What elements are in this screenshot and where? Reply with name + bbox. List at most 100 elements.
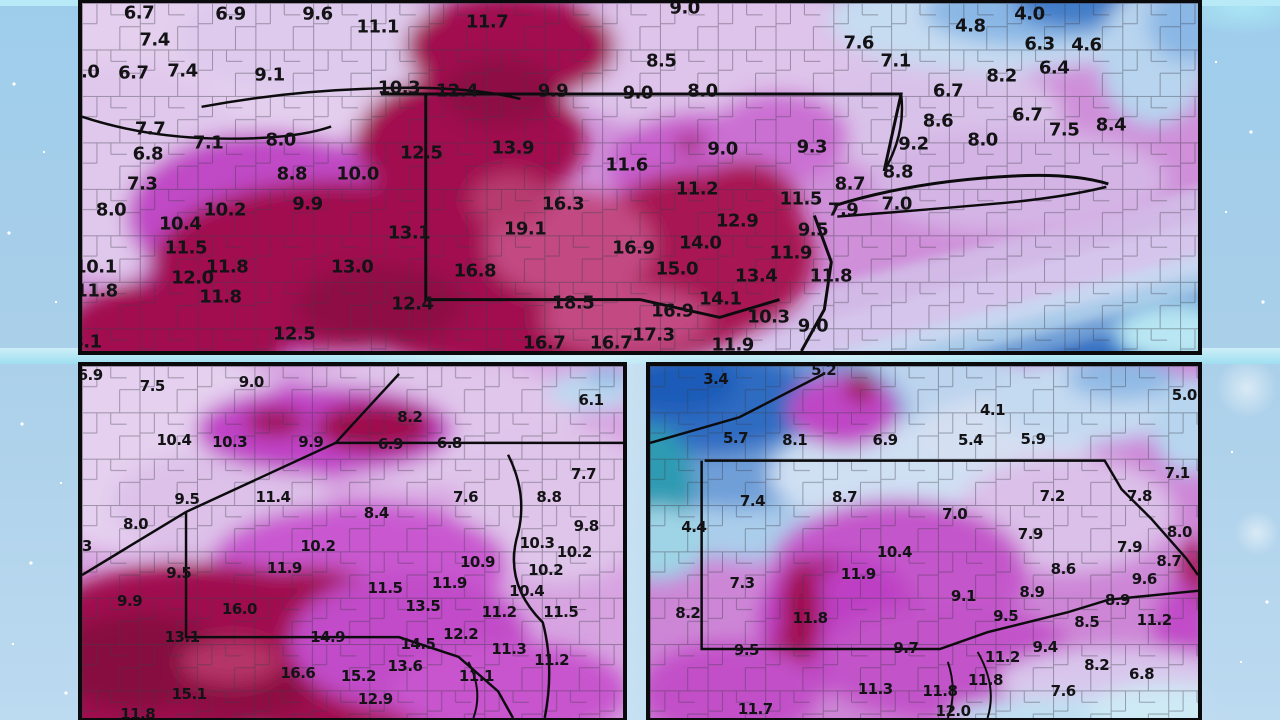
snowfall-value-label: 11.8 <box>922 681 958 700</box>
snowfall-value-label: 10.2 <box>528 561 564 580</box>
snowfall-value-label: 10.2 <box>300 536 336 555</box>
snowfall-value-label: 14.1 <box>699 288 742 310</box>
snowfall-value-label: 13.1 <box>387 222 431 244</box>
snowfall-value-label: 7.1 <box>1164 464 1191 483</box>
snowfall-value-label: 16.9 <box>651 300 694 322</box>
snowfall-value-label: 10.3 <box>519 534 555 553</box>
snowfall-value-label: 5.0 <box>1171 385 1198 404</box>
snowfall-value-label: 4.4 <box>681 517 707 536</box>
snowfall-value-label: 13.4 <box>734 265 778 287</box>
snowfall-value-label: 18.5 <box>551 292 595 314</box>
snowfall-value-label: 7.9 <box>827 199 859 221</box>
snowfall-value-label: 13.5 <box>405 596 441 615</box>
snowfall-value-label: 11.4 <box>255 488 291 507</box>
snowfall-value-label: 11.9 <box>431 573 468 592</box>
snowfall-value-label: 8.6 <box>1050 560 1077 579</box>
snowfall-value-label: 11.1 <box>458 666 495 685</box>
snowfall-value-label: 10.4 <box>156 430 192 449</box>
snowfall-value-label: 3.4 <box>703 369 729 388</box>
snowfall-value-label: 16.3 <box>541 193 585 215</box>
snowfall-value-label: 8.0 <box>95 199 127 221</box>
value-labels-layer: 6.9 7.5 9.0 10.4 10.3 9.9 8.2 6.9 6.8 6.1 9.5 11.4 8… <box>82 366 623 718</box>
snowfall-value-label: 11.2 <box>984 647 1021 666</box>
snowfall-value-label: 8.7 <box>1156 552 1182 571</box>
snowfall-value-label: 14.0 <box>679 232 722 254</box>
snowfall-value-label: 11.2 <box>1136 611 1173 630</box>
snowfall-value-label: 8.0 <box>1166 522 1193 541</box>
snowfall-value-label: 7.7 <box>570 465 597 484</box>
snowfall-value-label: 7.8 <box>1126 487 1153 506</box>
snowfall-value-label: 9.5 <box>993 606 1019 625</box>
snowfall-value-label: 11.3 <box>857 680 894 699</box>
snowfall-value-label: 6.8 <box>132 143 164 165</box>
snowfall-value-label: 6.7 <box>123 2 155 24</box>
snowfall-value-label: 12.2 <box>443 625 479 644</box>
snowfall-value-label: 9.9 <box>117 592 143 611</box>
snowfall-value-label: 9.1 <box>254 64 285 86</box>
snowfall-value-label: 14.5 <box>400 635 436 654</box>
snowfall-value-label: 11.5 <box>164 237 208 259</box>
snowfall-value-label: 10.2 <box>203 199 247 221</box>
snowfall-value-label: 9.9 <box>298 433 324 452</box>
snowfall-value-label: 9.5 <box>174 490 200 509</box>
snowfall-value-label: 11.7 <box>465 11 509 33</box>
snowfall-value-label: 12.9 <box>715 210 759 231</box>
snowfall-value-label: 6.8 <box>436 433 463 452</box>
snowfall-value-label: 9.4 <box>1032 637 1059 656</box>
snowfall-value-label: 7.9 <box>1017 524 1044 543</box>
snowfall-value-label: 11.2 <box>481 603 518 622</box>
snowfall-value-label: 14.9 <box>310 628 346 647</box>
snowfall-value-label: 11.5 <box>367 578 403 597</box>
snowfall-value-label: 12.0 <box>171 267 214 289</box>
snowfall-value-label: 8.3 <box>78 536 92 555</box>
snowfall-value-label: 9.0 <box>797 315 829 337</box>
snowfall-value-label: 8.8 <box>536 488 562 507</box>
snowfall-value-label: 7.6 <box>843 32 875 54</box>
snowfall-value-label: 7.3 <box>127 173 158 195</box>
snowfall-value-label: 6.7 <box>118 62 149 84</box>
snowfall-value-label: 11.8 <box>809 265 853 287</box>
snowfall-value-label: 8.9 <box>1104 590 1131 609</box>
snowfall-value-label: 9.2 <box>898 133 929 155</box>
snowfall-value-label: 15.1 <box>171 685 208 704</box>
snowfall-value-label: 8.0 <box>123 514 149 533</box>
snowfall-value-label: 7.5 <box>1048 119 1080 141</box>
snowfall-value-label: 6.9 <box>215 3 246 25</box>
snowfall-value-label: 7.1 <box>192 132 224 154</box>
snowfall-value-label: 4.0 <box>1014 3 1045 25</box>
snowfall-value-label: 8.8 <box>882 161 914 183</box>
snowfall-value-label: 9.5 <box>797 219 829 241</box>
snowfall-value-label: 11.8 <box>199 286 242 308</box>
snowfall-value-label: 8.2 <box>397 408 423 427</box>
snowfall-value-label: 11.1 <box>356 16 400 38</box>
snowfall-value-label: 9.3 <box>796 136 828 158</box>
snowfall-value-label: 16.6 <box>280 663 316 682</box>
snowfall-value-label: 9.5 <box>733 641 760 660</box>
snowfall-value-label: 11.9 <box>840 565 877 584</box>
snowfall-value-label: 7.0 <box>942 504 968 523</box>
snowfall-value-label: 7.6 <box>1050 681 1077 700</box>
snowfall-value-label: 8.4 <box>363 503 390 522</box>
snowfall-value-label: 13.1 <box>164 628 201 647</box>
snowfall-value-label: 7.5 <box>139 376 166 395</box>
snowfall-value-label: 7.6 <box>453 488 479 507</box>
snowfall-value-label: 9.0 <box>669 0 700 19</box>
snowfall-value-label: 11.2 <box>534 650 570 669</box>
state-borders <box>650 372 1198 718</box>
snowfall-value-label: 11.7 <box>737 700 774 719</box>
snowfall-value-label: 7.4 <box>139 29 170 51</box>
snowfall-value-label: 9.0 <box>238 372 265 391</box>
state-borders <box>82 86 1109 351</box>
snowfall-value-label: 9.7 <box>893 638 919 657</box>
snowfall-value-label: 6.9 <box>78 365 103 384</box>
snowfall-value-label: 16.8 <box>453 260 497 282</box>
value-labels-layer: 6.77.46.99.611.111.79.08.06.77.49.110.31… <box>82 3 1198 351</box>
snowfall-value-label: 9.6 <box>302 3 333 25</box>
snowfall-value-label: 13.6 <box>387 656 423 675</box>
snowfall-value-label: 6.4 <box>1038 57 1070 79</box>
snowfall-value-label: 9.9 <box>292 193 323 215</box>
snowfall-value-label: 8.0 <box>687 80 718 102</box>
snowfall-value-label: 11.9 <box>769 242 812 264</box>
state-borders <box>82 373 623 718</box>
